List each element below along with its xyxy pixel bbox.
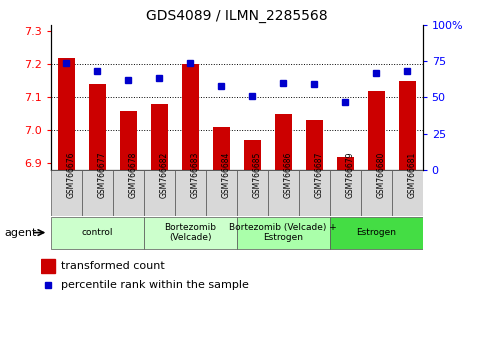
Bar	[392, 170, 423, 216]
Bar	[120, 110, 137, 170]
Bar	[275, 114, 292, 170]
Bar	[337, 157, 354, 170]
Bar	[329, 217, 423, 249]
Bar	[298, 170, 329, 216]
Bar	[151, 104, 168, 170]
Text: GSM766678: GSM766678	[128, 151, 137, 198]
Bar	[51, 170, 82, 216]
Bar	[82, 170, 113, 216]
Text: GSM766679: GSM766679	[345, 151, 354, 198]
Text: GSM766681: GSM766681	[407, 152, 416, 198]
Text: transformed count: transformed count	[61, 261, 165, 271]
Bar	[51, 217, 144, 249]
Text: GSM766680: GSM766680	[376, 151, 385, 198]
Text: control: control	[82, 228, 113, 237]
Bar	[368, 91, 384, 170]
Bar	[175, 170, 206, 216]
Bar	[306, 120, 323, 170]
Bar	[243, 140, 261, 170]
Text: GSM766677: GSM766677	[97, 151, 106, 198]
Text: GDS4089 / ILMN_2285568: GDS4089 / ILMN_2285568	[146, 9, 327, 23]
Text: agent: agent	[5, 228, 37, 238]
Bar	[398, 81, 416, 170]
Bar	[182, 64, 199, 170]
Text: GSM766684: GSM766684	[221, 151, 230, 198]
Text: GSM766683: GSM766683	[190, 151, 199, 198]
Bar	[361, 170, 392, 216]
Bar	[41, 259, 55, 273]
Text: percentile rank within the sample: percentile rank within the sample	[61, 280, 249, 290]
Text: Bortezomib
(Velcade): Bortezomib (Velcade)	[164, 223, 216, 242]
Bar	[329, 170, 361, 216]
Text: Bortezomib (Velcade) +
Estrogen: Bortezomib (Velcade) + Estrogen	[229, 223, 337, 242]
Bar	[268, 170, 298, 216]
Bar	[144, 217, 237, 249]
Bar	[213, 127, 230, 170]
Text: GSM766682: GSM766682	[159, 152, 168, 198]
Text: GSM766685: GSM766685	[252, 151, 261, 198]
Bar	[206, 170, 237, 216]
Text: GSM766686: GSM766686	[283, 151, 292, 198]
Bar	[113, 170, 144, 216]
Text: GSM766687: GSM766687	[314, 151, 323, 198]
Text: GSM766676: GSM766676	[66, 151, 75, 198]
Text: Estrogen: Estrogen	[356, 228, 396, 237]
Bar	[89, 84, 106, 170]
Bar	[237, 217, 330, 249]
Bar	[144, 170, 175, 216]
Bar	[57, 58, 75, 170]
Bar	[237, 170, 268, 216]
